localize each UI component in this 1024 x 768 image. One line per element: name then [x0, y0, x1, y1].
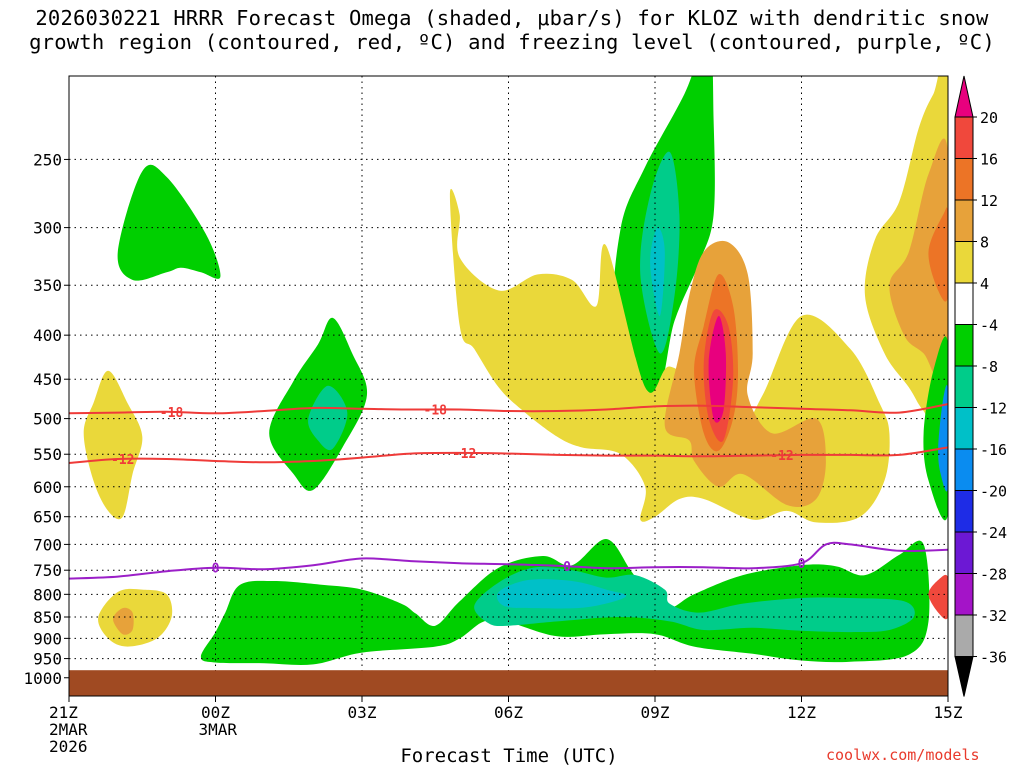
colorbar-label-8: 8 [980, 234, 989, 252]
ground-layer [69, 670, 948, 696]
y-tick-label-850: 850 [33, 608, 62, 627]
colorbar-label-12: 12 [980, 192, 998, 210]
x-tick-label-2-0: 03Z [348, 703, 377, 722]
colorbar-label--16: -16 [980, 441, 1007, 459]
omega-shading-layer [83, 76, 948, 666]
omega-region-green-upper-left [117, 164, 221, 281]
colorbar-bin-6 [954, 324, 974, 367]
colorbar-bin-7 [954, 365, 974, 408]
colorbar-bin-5 [954, 282, 974, 325]
x-tick-label-3-0: 06Z [494, 703, 523, 722]
colorbar-bin-10 [954, 490, 974, 533]
freezing-level-label-0-1: 0 [563, 560, 571, 575]
colorbar-bin-8 [954, 407, 974, 450]
y-tick-label-350: 350 [33, 276, 62, 295]
y-tick-label-800: 800 [33, 585, 62, 604]
omega-region-cyan-upper-tower [650, 227, 665, 317]
colorbar-label-16: 16 [980, 151, 998, 169]
omega-region-red-right-low [928, 574, 948, 620]
omega-region-orange-right-upper [889, 138, 948, 391]
x-tick-label-6-0: 15Z [934, 703, 963, 722]
colorbar: 20 16 12 8 4 -4 -8 -12 -16 -20 -24 -28 -32 -36 [954, 75, 1007, 697]
freezing-level-label-0-0: 0 [212, 562, 220, 577]
gridlines [69, 76, 948, 696]
y-tick-label-550: 550 [33, 445, 62, 464]
colorbar-bin-3 [954, 199, 974, 242]
y-tick-label-650: 650 [33, 508, 62, 527]
dgz-label--18-1: -18 [424, 404, 448, 419]
y-tick-label-300: 300 [33, 219, 62, 238]
colorbar-bin-bottom [954, 656, 974, 697]
colorbar-bin-11 [954, 531, 974, 574]
y-tick-label-1000: 1000 [23, 669, 62, 688]
omega-region-orange-left-low [113, 607, 134, 635]
freezing-level-label-0-2: 0 [798, 557, 806, 572]
dgz-contour--12 [68, 446, 949, 464]
omega-region-orange-central-core [664, 240, 826, 507]
y-axis: 250 300 350 400 450 500 550 600 650 700 750 800 850 9… [23, 150, 69, 688]
dgz-label--18-0: -18 [160, 406, 184, 421]
credit-link[interactable]: coolwx.com/models [826, 746, 980, 764]
y-tick-label-600: 600 [33, 478, 62, 497]
omega-region-blue-right-edge [938, 385, 948, 492]
y-tick-label-700: 700 [33, 535, 62, 554]
dgz-label--12-1: -12 [453, 447, 476, 462]
omega-region-cyan-low-level-core [496, 579, 627, 609]
x-tick-label-1-1: 3MAR [199, 720, 238, 739]
y-tick-label-450: 450 [33, 370, 62, 389]
y-tick-label-500: 500 [33, 410, 62, 429]
x-tick-label-0-2: 2026 [49, 737, 88, 756]
colorbar-bin-top [954, 75, 974, 118]
colorbar-bin-12 [954, 573, 974, 616]
x-tick-label-1-0: 00Z [201, 703, 230, 722]
colorbar-label-20: 20 [980, 109, 998, 127]
omega-region-orange-dark-right [928, 207, 948, 302]
chart-title-line-2: growth region (contoured, red, ºC) and f… [29, 30, 995, 54]
colorbar-bin-2 [954, 158, 974, 201]
freezing-level-contour-0 [68, 541, 949, 580]
contour-layer: -18 -18 -12 -12 -12 0 0 0 [68, 403, 949, 580]
y-tick-label-400: 400 [33, 326, 62, 345]
omega-region-yellow-left-mid [83, 370, 143, 520]
chart-title-line-1: 2026030221 HRRR Forecast Omega (shaded, … [35, 6, 989, 30]
x-tick-label-0-0: 21Z [49, 703, 78, 722]
y-tick-label-900: 900 [33, 629, 62, 648]
chart-title: 2026030221 HRRR Forecast Omega (shaded, … [0, 6, 1024, 54]
colorbar-label--4: -4 [980, 317, 998, 335]
dgz-contour--18 [68, 403, 949, 415]
colorbar-label--24: -24 [980, 524, 1007, 542]
colorbar-bin-1 [954, 116, 974, 159]
x-axis-label: Forecast Time (UTC) [400, 745, 618, 767]
omega-region-yellow-left-low [98, 588, 173, 647]
x-tick-label-0-1: 2MAR [49, 720, 88, 739]
colorbar-label-4: 4 [980, 275, 989, 293]
colorbar-label--20: -20 [980, 483, 1007, 501]
omega-region-magenta-central [708, 315, 727, 423]
y-tick-label-950: 950 [33, 650, 62, 669]
x-tick-label-5-0: 12Z [787, 703, 816, 722]
dgz-label--12-0: -12 [111, 453, 134, 468]
colorbar-label--28: -28 [980, 566, 1007, 584]
y-tick-label-750: 750 [33, 561, 62, 580]
colorbar-label--8: -8 [980, 358, 998, 376]
dgz-label--12-2: -12 [770, 449, 793, 464]
y-tick-label-250: 250 [33, 150, 62, 169]
colorbar-bin-9 [954, 448, 974, 491]
colorbar-label--36: -36 [980, 649, 1007, 667]
omega-region-teal-midlevel-blob [308, 385, 348, 451]
ground-fill [69, 670, 948, 696]
colorbar-bin-13 [954, 614, 974, 657]
colorbar-label--32: -32 [980, 607, 1007, 625]
colorbar-bin-4 [954, 241, 974, 284]
colorbar-label--12: -12 [980, 400, 1007, 418]
x-tick-label-4-0: 09Z [641, 703, 670, 722]
